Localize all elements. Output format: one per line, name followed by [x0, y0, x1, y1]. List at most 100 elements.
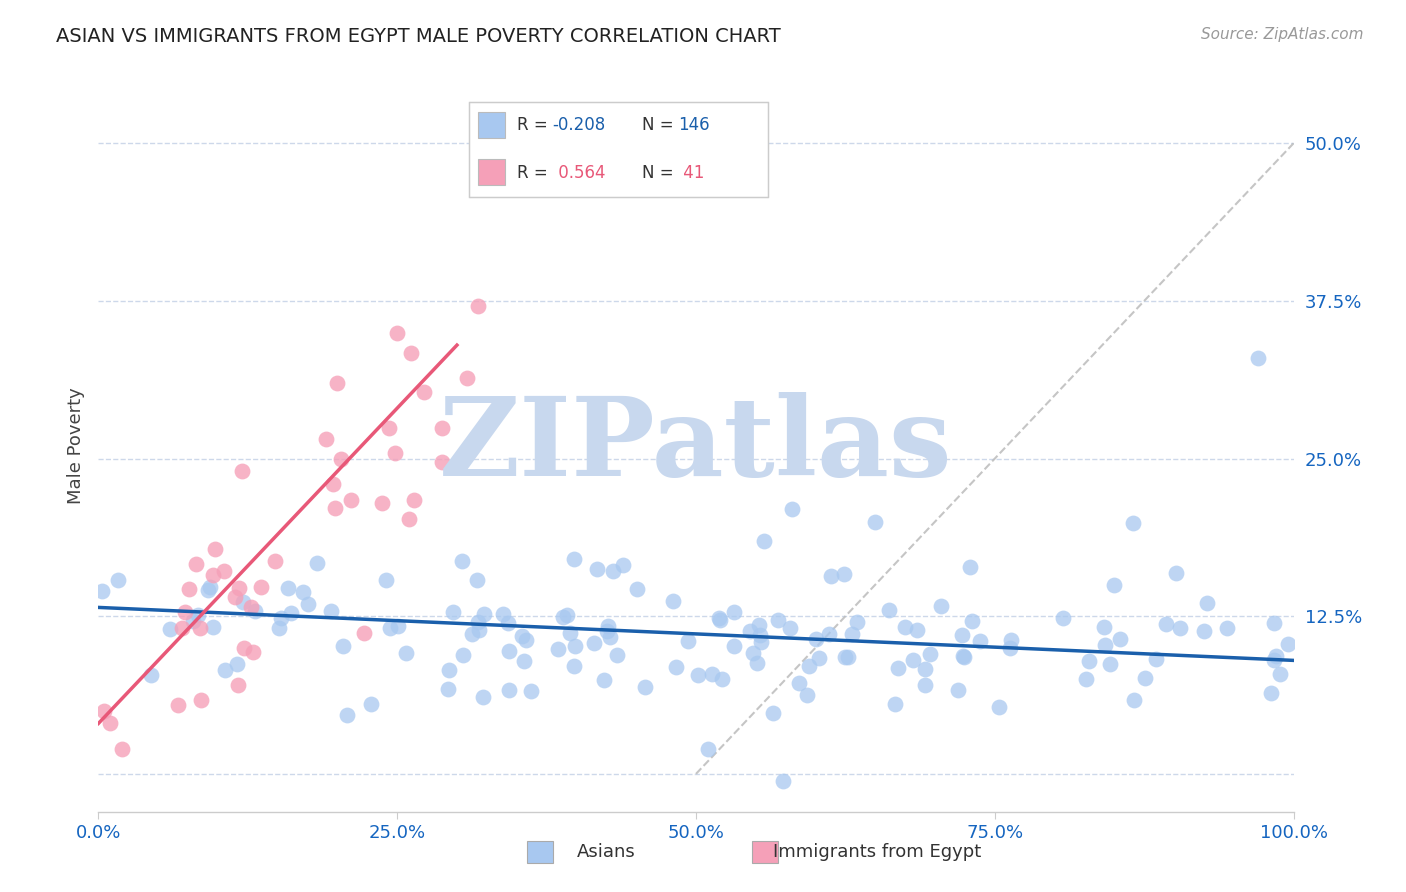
Point — [243, 604, 266, 618]
Point — [808, 650, 831, 665]
Point — [749, 635, 772, 649]
Point — [1092, 620, 1115, 634]
Point — [952, 648, 974, 663]
Point — [280, 606, 302, 620]
Point — [360, 698, 382, 712]
Point — [1146, 652, 1168, 666]
Point — [184, 557, 207, 571]
Point — [747, 656, 769, 670]
Point — [214, 663, 236, 677]
Point — [562, 552, 585, 566]
Point — [159, 622, 181, 636]
Point — [468, 623, 491, 637]
Point — [960, 614, 983, 628]
Point — [834, 650, 856, 665]
Point — [188, 621, 211, 635]
Text: ASIAN VS IMMIGRANTS FROM EGYPT MALE POVERTY CORRELATION CHART: ASIAN VS IMMIGRANTS FROM EGYPT MALE POVE… — [56, 27, 780, 45]
Point — [1122, 516, 1144, 530]
Point — [738, 624, 761, 639]
Point — [585, 562, 607, 576]
Point — [451, 648, 474, 662]
Point — [547, 641, 569, 656]
Y-axis label: Male Poverty: Male Poverty — [66, 388, 84, 504]
Point — [583, 636, 606, 650]
Point — [845, 615, 868, 629]
Point — [398, 512, 420, 526]
Point — [780, 502, 803, 516]
Point — [796, 688, 818, 702]
Point — [837, 649, 859, 664]
Point — [239, 599, 262, 614]
Point — [969, 634, 991, 648]
Point — [662, 593, 685, 607]
Point — [832, 567, 855, 582]
Point — [709, 613, 731, 627]
Point — [710, 672, 733, 686]
Text: ZIPatlas: ZIPatlas — [439, 392, 953, 500]
Point — [817, 627, 839, 641]
Point — [395, 646, 418, 660]
Point — [606, 648, 628, 663]
Point — [953, 650, 976, 665]
Text: Source: ZipAtlas.com: Source: ZipAtlas.com — [1201, 27, 1364, 42]
Point — [929, 599, 952, 613]
Point — [250, 580, 273, 594]
Point — [555, 608, 578, 623]
Point — [1216, 621, 1239, 635]
Point — [214, 564, 236, 578]
Point — [742, 646, 765, 660]
Point — [201, 620, 224, 634]
Point — [437, 682, 460, 697]
Point — [465, 574, 488, 588]
Point — [460, 627, 482, 641]
Point — [190, 693, 212, 707]
Point — [1260, 686, 1282, 700]
Point — [865, 515, 887, 529]
Point — [173, 605, 195, 619]
Point — [353, 625, 375, 640]
Point — [723, 639, 745, 653]
Point — [723, 605, 745, 619]
Point — [378, 621, 401, 635]
Point — [820, 569, 842, 583]
Point — [678, 634, 700, 648]
Point — [564, 639, 586, 653]
Point — [918, 647, 941, 661]
Point — [399, 346, 422, 360]
Point — [914, 662, 936, 676]
Point — [779, 621, 801, 635]
Point — [887, 661, 910, 675]
Point — [513, 655, 536, 669]
Point — [323, 500, 346, 515]
Point — [172, 621, 194, 635]
Point — [612, 558, 634, 572]
Point — [1170, 621, 1192, 635]
Point — [562, 659, 585, 673]
Point — [1265, 649, 1288, 664]
Point — [412, 384, 434, 399]
Point — [339, 492, 361, 507]
Point — [914, 678, 936, 692]
Point — [998, 641, 1021, 656]
Point — [93, 704, 115, 718]
Point — [515, 633, 537, 648]
Point — [315, 433, 337, 447]
Point — [385, 326, 409, 340]
Point — [139, 667, 162, 681]
Point — [1166, 566, 1188, 581]
Point — [841, 627, 863, 641]
Point — [335, 708, 357, 723]
Point — [332, 639, 354, 653]
Point — [326, 376, 349, 390]
Point — [432, 455, 454, 469]
Point — [1052, 611, 1074, 625]
Point — [232, 595, 254, 609]
Point — [228, 678, 250, 692]
Point — [375, 573, 398, 587]
Point — [797, 659, 820, 673]
Point — [177, 582, 200, 596]
Point — [599, 630, 621, 644]
Point — [877, 603, 900, 617]
Point — [167, 698, 190, 712]
Point — [596, 624, 619, 638]
